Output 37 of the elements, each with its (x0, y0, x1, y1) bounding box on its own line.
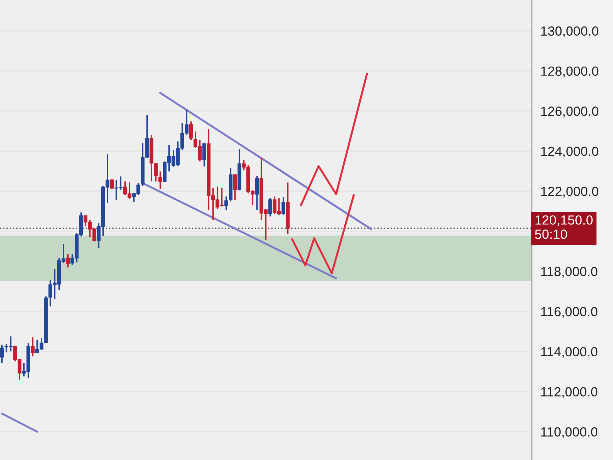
candlestick (110, 178, 114, 190)
candlestick (255, 175, 260, 211)
candlestick (114, 179, 118, 201)
y-tick-label: 130,000.0 (541, 26, 599, 38)
candlestick (40, 338, 44, 351)
y-tick-label: 128,000.0 (541, 66, 599, 78)
candlestick (57, 258, 62, 291)
candlestick (66, 253, 70, 268)
y-tick-label: 114,000.0 (541, 347, 598, 358)
candlestick (282, 196, 286, 216)
candlestick (277, 198, 282, 216)
candlestick (88, 219, 92, 238)
y-tick-label: 118,000.0 (541, 267, 598, 278)
candlestick (158, 171, 162, 190)
ref-line-label: 120,150.0 50:10 (535, 216, 593, 240)
y-tick-label: 116,000.0 (541, 307, 598, 318)
candlestick (272, 196, 277, 215)
candlestick (123, 180, 128, 196)
candlestick (84, 214, 88, 228)
y-tick-label: 122,000.0 (541, 186, 599, 198)
candlestick (202, 142, 206, 168)
y-tick-label: 110,000.0 (541, 428, 598, 438)
candlestick (233, 174, 238, 201)
y-tick-label: 112,000.0 (541, 387, 598, 398)
candlestick (128, 182, 132, 200)
candlestick (220, 188, 224, 208)
line-series (300, 73, 368, 206)
candlestick (31, 336, 35, 358)
candlestick (36, 339, 40, 354)
candlestick (189, 121, 194, 141)
candlestick (0, 344, 4, 364)
line-series (291, 194, 355, 275)
candlestick (216, 186, 220, 210)
candlestick (172, 149, 176, 168)
y-tick-label: 126,000.0 (541, 106, 599, 118)
y-tick-label: 124,000.0 (541, 146, 599, 158)
candlestick (268, 198, 272, 218)
